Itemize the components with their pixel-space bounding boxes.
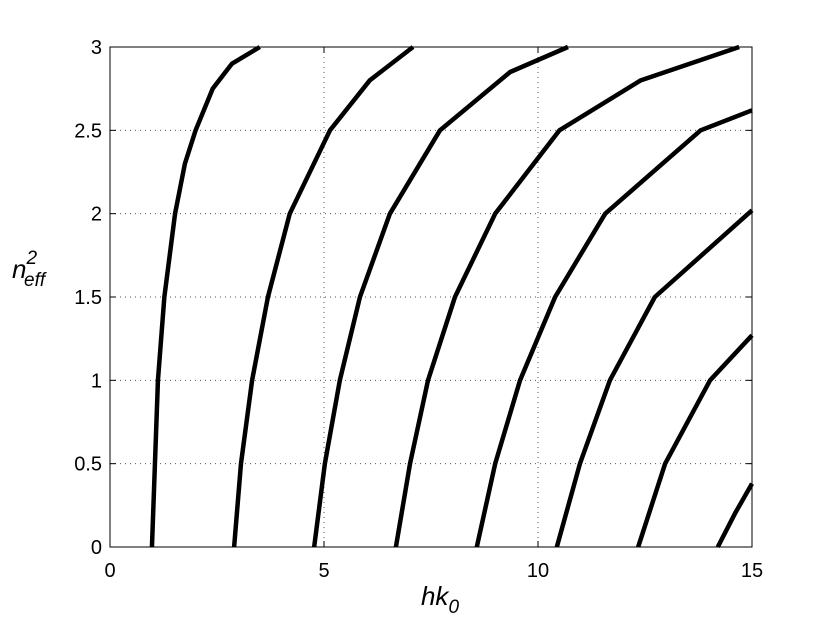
x-tick-label: 0 bbox=[104, 560, 115, 582]
x-label-sub: 0 bbox=[448, 597, 459, 618]
y-tick-label: 3 bbox=[91, 37, 102, 59]
curve bbox=[311, 44, 569, 548]
x-tick-label: 15 bbox=[741, 560, 763, 582]
plot-frame bbox=[109, 46, 753, 548]
y-tick-label: 1.5 bbox=[74, 287, 102, 309]
curve bbox=[149, 45, 261, 548]
curve bbox=[393, 44, 740, 548]
y-tick-label: 2 bbox=[91, 204, 102, 226]
y-tick-label: 0 bbox=[91, 537, 102, 559]
x-tick-label: 5 bbox=[318, 560, 329, 582]
curve bbox=[715, 482, 754, 549]
y-label-sub: eff bbox=[24, 270, 47, 291]
y-label-sup: 2 bbox=[25, 248, 37, 269]
y-tick-label: 1 bbox=[91, 370, 102, 392]
y-axis-label: n2 eff bbox=[12, 248, 47, 291]
x-tick-label: 10 bbox=[527, 560, 549, 582]
y-tick-label: 2.5 bbox=[74, 120, 102, 142]
y-tick-label: 0.5 bbox=[74, 454, 102, 476]
x-label-base: hk bbox=[421, 581, 450, 611]
curve bbox=[474, 108, 753, 548]
x-axis-label: hk0 bbox=[421, 581, 459, 618]
curve bbox=[636, 333, 754, 548]
y-label-base: n bbox=[12, 254, 26, 284]
curve bbox=[231, 45, 415, 548]
curve bbox=[554, 208, 754, 548]
